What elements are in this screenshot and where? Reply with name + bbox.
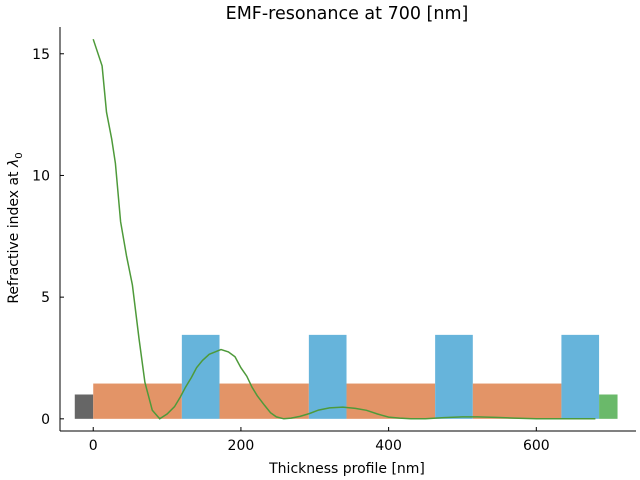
x-tick-label: 200 <box>228 438 255 454</box>
axes <box>59 27 636 432</box>
y-tick-label: 0 <box>41 412 50 428</box>
layer-bars <box>74 334 618 419</box>
layer-bar-high_index-4 <box>308 334 347 419</box>
x-tick-label: 600 <box>523 438 550 454</box>
x-tick-label: 400 <box>375 438 402 454</box>
y-axis-ticks: 0 5 10 15 <box>32 47 64 428</box>
layer-bar-substrate-0 <box>74 394 94 419</box>
layer-bar-low_index-1 <box>93 383 182 419</box>
layer-bar-superstrate-9 <box>599 394 618 419</box>
layer-bar-low_index-3 <box>219 383 309 419</box>
y-axis-label-sub: 0 <box>14 152 25 158</box>
layer-bar-high_index-6 <box>435 334 473 419</box>
y-axis-label-main: Refractive index at <box>6 167 22 304</box>
y-tick-label: 5 <box>41 290 50 306</box>
y-axis-label-symbol: λ <box>6 159 22 168</box>
y-tick-label: 15 <box>32 47 50 63</box>
layer-bar-high_index-8 <box>561 334 600 419</box>
field-intensity-line <box>92 38 596 420</box>
y-tick-label: 10 <box>32 168 50 184</box>
chart-title: EMF-resonance at 700 [nm] <box>226 4 469 24</box>
x-axis-label: Thickness profile [nm] <box>268 461 425 477</box>
x-tick-label: 0 <box>89 438 98 454</box>
layer-bar-low_index-5 <box>346 383 436 419</box>
layer-bar-high_index-2 <box>181 334 220 419</box>
x-axis-ticks: 0 200 400 600 <box>89 427 550 454</box>
y-axis-label: Refractive index at λ0 <box>6 152 25 303</box>
layer-bar-low_index-7 <box>472 383 562 419</box>
